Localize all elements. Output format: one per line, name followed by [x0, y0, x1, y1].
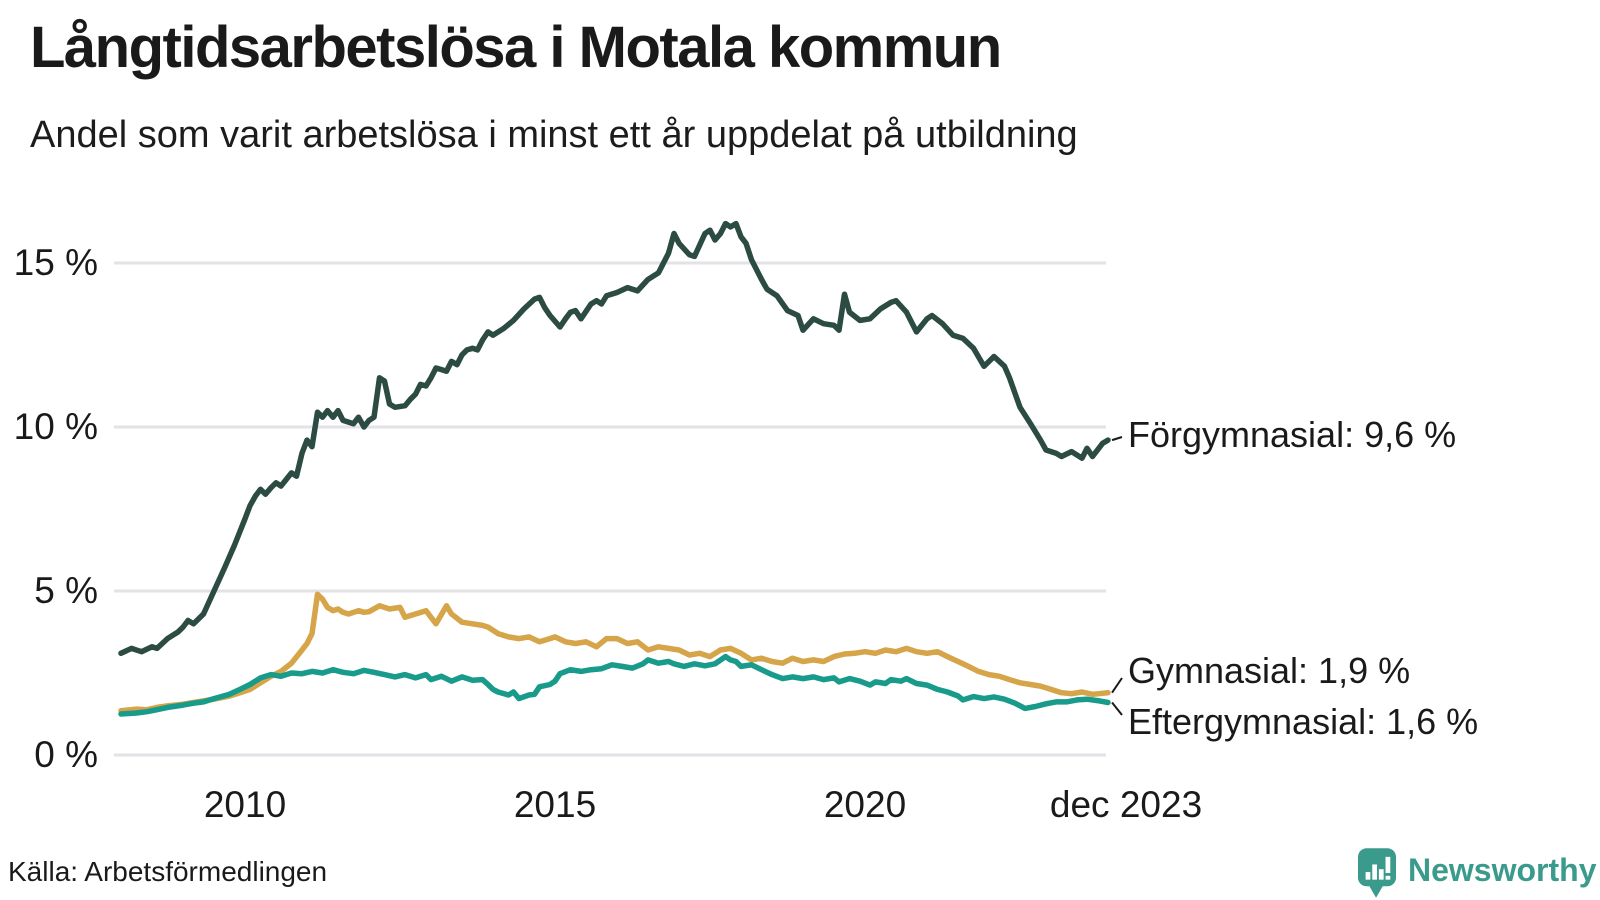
- series-label-eftergymnasial: Eftergymnasial: 1,6 %: [1128, 701, 1479, 742]
- series-label-foergymnasial: Förgymnasial: 9,6 %: [1128, 414, 1457, 455]
- y-tick-label: 10 %: [13, 406, 98, 447]
- series-line-eftergymnasial: [118, 653, 1111, 717]
- x-tick-label: 2010: [203, 784, 287, 825]
- x-tick-label: 2015: [513, 784, 597, 825]
- x-tick-label: 2020: [823, 784, 907, 825]
- newsworthy-speech-bubble-chart-icon: [1358, 848, 1396, 898]
- y-tick-label: 0 %: [34, 734, 98, 775]
- leader-line-gymnasial: [1111, 677, 1123, 694]
- page-subtitle: Andel som varit arbetslösa i minst ett å…: [30, 114, 1078, 156]
- page-title: Långtidsarbetslösa i Motala kommun: [30, 15, 1002, 80]
- y-tick-label: 15 %: [13, 242, 98, 283]
- series-label-gymnasial: Gymnasial: 1,9 %: [1128, 650, 1411, 691]
- newsworthy-logo-text: Newsworthy: [1408, 852, 1597, 888]
- series-line-foergymnasial: [118, 220, 1111, 657]
- leader-line-eftergymnasial: [1111, 701, 1123, 716]
- leader-line-foergymnasial: [1111, 436, 1123, 442]
- x-tick-label: dec 2023: [1049, 784, 1203, 825]
- source-note: Källa: Arbetsförmedlingen: [8, 856, 328, 887]
- series-line-gymnasial: [118, 591, 1111, 714]
- newsworthy-logo: Newsworthy: [1358, 848, 1596, 898]
- y-tick-label: 5 %: [34, 570, 98, 611]
